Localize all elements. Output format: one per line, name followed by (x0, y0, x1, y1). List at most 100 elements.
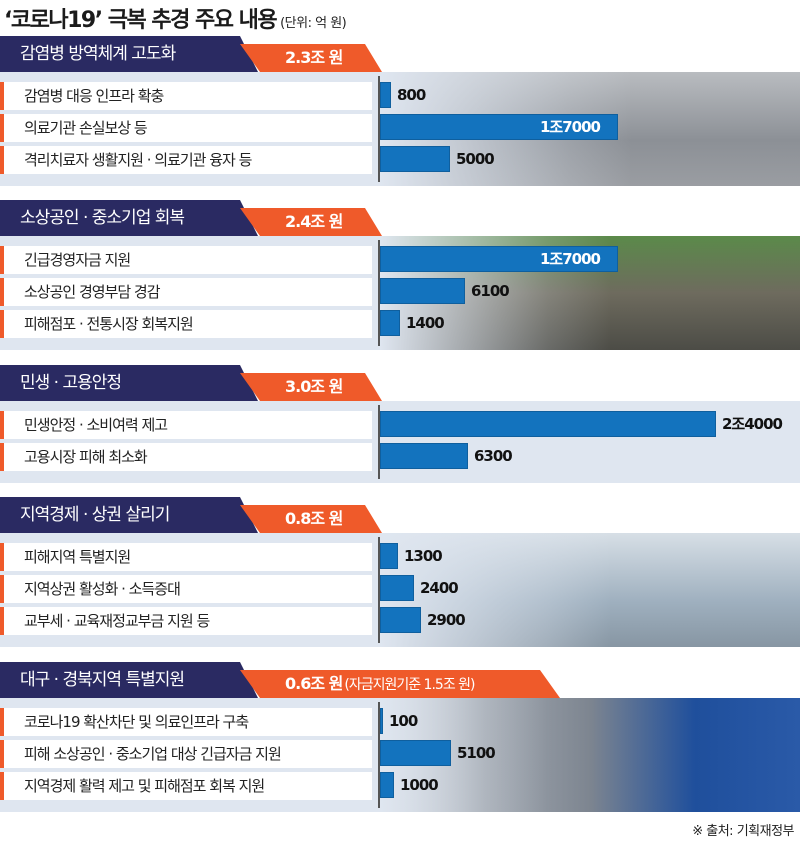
section-total-banner: 3.0조 원 (240, 373, 382, 401)
bar-label: 고용시장 피해 최소화 (0, 443, 372, 471)
bar-row: 지역상권 활성화 · 소득증대 2400 (0, 573, 800, 605)
bar-value: 1400 (406, 314, 445, 332)
bar-row: 코로나19 확산차단 및 의료인프라 구축 100 (0, 706, 800, 738)
bar-label: 교부세 · 교육재정교부금 지원 등 (0, 607, 372, 635)
bar-row: 피해지역 특별지원 1300 (0, 541, 800, 573)
section-total-value: 2.3조 원 (285, 48, 343, 67)
bar (380, 740, 451, 766)
bar-label: 피해지역 특별지원 (0, 543, 372, 571)
section-body: 긴급경영자금 지원 1조7000 소상공인 경영부담 경감 6100 피해점포 · 전통… (0, 236, 800, 350)
bar-area: 5000 (380, 146, 800, 174)
section-body: 피해지역 특별지원 1300 지역상권 활성화 · 소득증대 2400 교부세 · 교육… (0, 533, 800, 647)
bar (380, 443, 468, 469)
section-total: 2.3조 원 (285, 44, 343, 72)
bar-area: 1400 (380, 310, 800, 338)
bar-value: 1조7000 (540, 118, 601, 136)
bar-area: 800 (380, 82, 800, 110)
bar-area: 6300 (380, 443, 800, 471)
bar-row: 소상공인 경영부담 경감 6100 (0, 276, 800, 308)
bar-axis-line (378, 405, 380, 479)
bar-label: 소상공인 경영부담 경감 (0, 278, 372, 306)
bar-axis-line (378, 537, 380, 643)
bar-value: 6100 (471, 282, 510, 300)
section-total: 0.6조 원 (자금지원기준 1.5조 원) (285, 670, 476, 698)
bar-row: 피해 소상공인 · 중소기업 대상 긴급자금 지원 5100 (0, 738, 800, 770)
section-total: 3.0조 원 (285, 373, 343, 401)
section-header: 지역경제 · 상권 살리기 0.8조 원 (0, 497, 800, 533)
bar (380, 82, 391, 108)
bar-axis-line (378, 240, 380, 346)
bar-row: 민생안정 · 소비여력 제고 2조4000 (0, 409, 800, 441)
bar (380, 278, 465, 304)
section-title: 감염병 방역체계 고도화 (20, 44, 176, 64)
section-total-banner: 0.6조 원 (자금지원기준 1.5조 원) (240, 670, 560, 698)
bar-value: 2900 (427, 611, 466, 629)
bar (380, 543, 398, 569)
section-5: 대구 · 경북지역 특별지원 0.6조 원 (자금지원기준 1.5조 원) 코로나19… (0, 662, 800, 812)
section-total-value: 3.0조 원 (285, 377, 343, 396)
section-total-value: 0.8조 원 (285, 509, 343, 528)
background-photo (380, 533, 800, 647)
section-total: 0.8조 원 (285, 505, 343, 533)
bar-row: 긴급경영자금 지원 1조7000 (0, 244, 800, 276)
section-title: 대구 · 경북지역 특별지원 (20, 670, 185, 690)
bar-value: 5100 (457, 744, 496, 762)
bar-area: 5100 (380, 740, 800, 768)
bar-area: 1조7000 (380, 114, 800, 142)
bar-label: 지역경제 활력 제고 및 피해점포 회복 지원 (0, 772, 372, 800)
section-title: 지역경제 · 상권 살리기 (20, 505, 170, 525)
section-header: 대구 · 경북지역 특별지원 0.6조 원 (자금지원기준 1.5조 원) (0, 662, 800, 698)
bar (380, 708, 383, 734)
bar (380, 246, 618, 272)
bar-row: 고용시장 피해 최소화 6300 (0, 441, 800, 473)
bar-value: 2400 (420, 579, 459, 597)
bar-area: 1300 (380, 543, 800, 571)
bar-area: 6100 (380, 278, 800, 306)
section-header: 소상공인 · 중소기업 회복 2.4조 원 (0, 200, 800, 236)
section-total-note: (자금지원기준 1.5조 원) (344, 677, 475, 693)
bar-label: 피해 소상공인 · 중소기업 대상 긴급자금 지원 (0, 740, 372, 768)
section-title: 소상공인 · 중소기업 회복 (20, 208, 185, 228)
section-title-banner: 지역경제 · 상권 살리기 (0, 497, 258, 533)
bar-value: 1조7000 (540, 250, 601, 268)
bar-area: 1조7000 (380, 246, 800, 274)
bar-label: 긴급경영자금 지원 (0, 246, 372, 274)
section-total-banner: 2.4조 원 (240, 208, 382, 236)
bar-label: 격리치료자 생활지원 · 의료기관 융자 등 (0, 146, 372, 174)
section-total: 2.4조 원 (285, 208, 343, 236)
section-title-banner: 감염병 방역체계 고도화 (0, 36, 258, 72)
section-total-banner: 0.8조 원 (240, 505, 382, 533)
bar-label: 피해점포 · 전통시장 회복지원 (0, 310, 372, 338)
chart-title-row: ‘코로나19’ 극복 추경 주요 내용 (단위: 억 원) (4, 2, 347, 33)
bar (380, 575, 414, 601)
bar-area: 1000 (380, 772, 800, 800)
section-body: 민생안정 · 소비여력 제고 2조4000 고용시장 피해 최소화 6300 (0, 401, 800, 483)
section-title-banner: 소상공인 · 중소기업 회복 (0, 200, 258, 236)
section-header: 민생 · 고용안정 3.0조 원 (0, 365, 800, 401)
chart-title: ‘코로나19’ 극복 추경 주요 내용 (4, 8, 278, 33)
bar-axis-line (378, 702, 380, 808)
bar-area: 2400 (380, 575, 800, 603)
bar-label: 코로나19 확산차단 및 의료인프라 구축 (0, 708, 372, 736)
unit-label: (단위: 억 원) (280, 16, 347, 31)
bar-value: 100 (389, 712, 418, 730)
bar-label: 민생안정 · 소비여력 제고 (0, 411, 372, 439)
bar-value: 1000 (400, 776, 439, 794)
section-1: 감염병 방역체계 고도화 2.3조 원 감염병 대응 인프라 확충 800 의료기관 손… (0, 36, 800, 186)
bar-row: 격리치료자 생활지원 · 의료기관 융자 등 5000 (0, 144, 800, 176)
bar-label: 의료기관 손실보상 등 (0, 114, 372, 142)
bar-value: 6300 (474, 447, 513, 465)
bar-value: 800 (397, 86, 426, 104)
bar-label: 지역상권 활성화 · 소득증대 (0, 575, 372, 603)
bar (380, 772, 394, 798)
bar (380, 114, 618, 140)
section-title-banner: 민생 · 고용안정 (0, 365, 258, 401)
section-title-banner: 대구 · 경북지역 특별지원 (0, 662, 258, 698)
bar (380, 411, 716, 437)
bar-axis-line (378, 76, 380, 182)
bar-value: 1300 (404, 547, 443, 565)
source-note: ※ 출처: 기획재정부 (692, 824, 794, 839)
